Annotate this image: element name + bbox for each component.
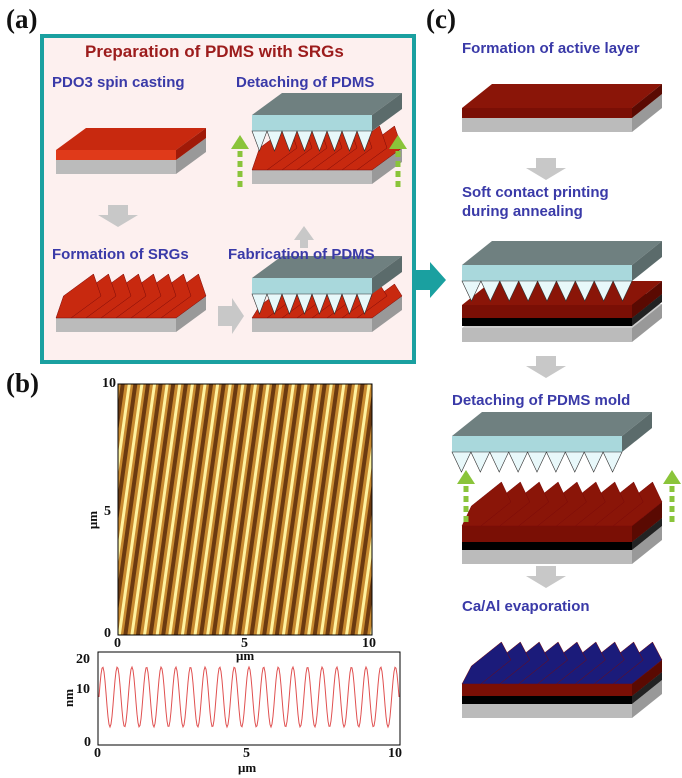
tick-label: 20 xyxy=(76,652,90,668)
slab-front xyxy=(462,328,632,342)
step-label: Detaching of PDMS xyxy=(236,74,374,91)
slab-front xyxy=(252,170,372,184)
slab-front xyxy=(56,318,176,332)
axis-label: μm xyxy=(236,648,254,664)
slab-front xyxy=(252,115,372,131)
tick-label: 0 xyxy=(94,746,101,762)
slab-front xyxy=(462,526,632,542)
tick-label: 10 xyxy=(388,746,402,762)
slab-front xyxy=(56,150,176,160)
tick-label: 0 xyxy=(104,626,111,642)
step-label: during annealing xyxy=(462,203,583,220)
slab-front xyxy=(56,160,176,174)
mold-tooth xyxy=(565,452,584,472)
tick-label: 5 xyxy=(104,504,111,520)
step-label: Formation of SRGs xyxy=(52,246,189,263)
slab-front xyxy=(462,305,632,318)
panel-label: (a) xyxy=(6,4,37,35)
slab-front xyxy=(462,696,632,704)
tick-label: 10 xyxy=(76,682,90,698)
tick-label: 0 xyxy=(114,636,121,652)
mold-tooth xyxy=(490,452,509,472)
arrow xyxy=(526,566,566,588)
tick-label: 10 xyxy=(362,636,376,652)
arrow xyxy=(457,470,475,484)
slab-front xyxy=(462,108,632,118)
slab-front xyxy=(462,265,632,281)
mold-tooth xyxy=(528,452,547,472)
slab-front xyxy=(462,704,632,718)
step-label: Fabrication of PDMS xyxy=(228,246,375,263)
slab-front xyxy=(462,550,632,564)
mold-tooth xyxy=(546,452,565,472)
arrow xyxy=(416,262,446,298)
slab-top xyxy=(462,241,662,265)
slab-front xyxy=(252,318,372,332)
slab-front xyxy=(462,542,632,550)
axis-label: nm xyxy=(61,689,77,707)
step-label: Ca/Al evaporation xyxy=(462,598,590,615)
panel-label: (c) xyxy=(426,4,456,35)
slab-front xyxy=(452,436,622,452)
tick-label: 10 xyxy=(102,376,116,392)
arrow xyxy=(663,470,681,484)
mold-tooth xyxy=(584,452,603,472)
axis-label: μm xyxy=(85,511,101,529)
slab-top xyxy=(462,84,662,108)
step-label: PDO3 spin casting xyxy=(52,74,185,91)
arrow xyxy=(526,158,566,180)
mold-tooth xyxy=(603,452,622,472)
axis-label: μm xyxy=(238,760,256,776)
slab-front xyxy=(462,684,632,696)
mold-tooth xyxy=(471,452,490,472)
slab-front xyxy=(462,318,632,326)
slab-top xyxy=(452,412,652,436)
mold-tooth xyxy=(452,452,471,472)
panel-title: Preparation of PDMS with SRGs xyxy=(85,42,344,62)
tick-label: 0 xyxy=(84,735,91,751)
slab-front xyxy=(462,118,632,132)
mold-tooth xyxy=(509,452,528,472)
panel-label: (b) xyxy=(6,368,39,399)
step-label: Detaching of PDMS mold xyxy=(452,392,630,409)
slab-front xyxy=(252,278,372,294)
afm-image xyxy=(118,384,372,635)
figure: (a) Preparation of PDMS with SRGs PDO3 s… xyxy=(0,0,682,778)
step-label: Formation of active layer xyxy=(462,40,640,57)
step-label: Soft contact printing xyxy=(462,184,609,201)
arrow xyxy=(526,356,566,378)
